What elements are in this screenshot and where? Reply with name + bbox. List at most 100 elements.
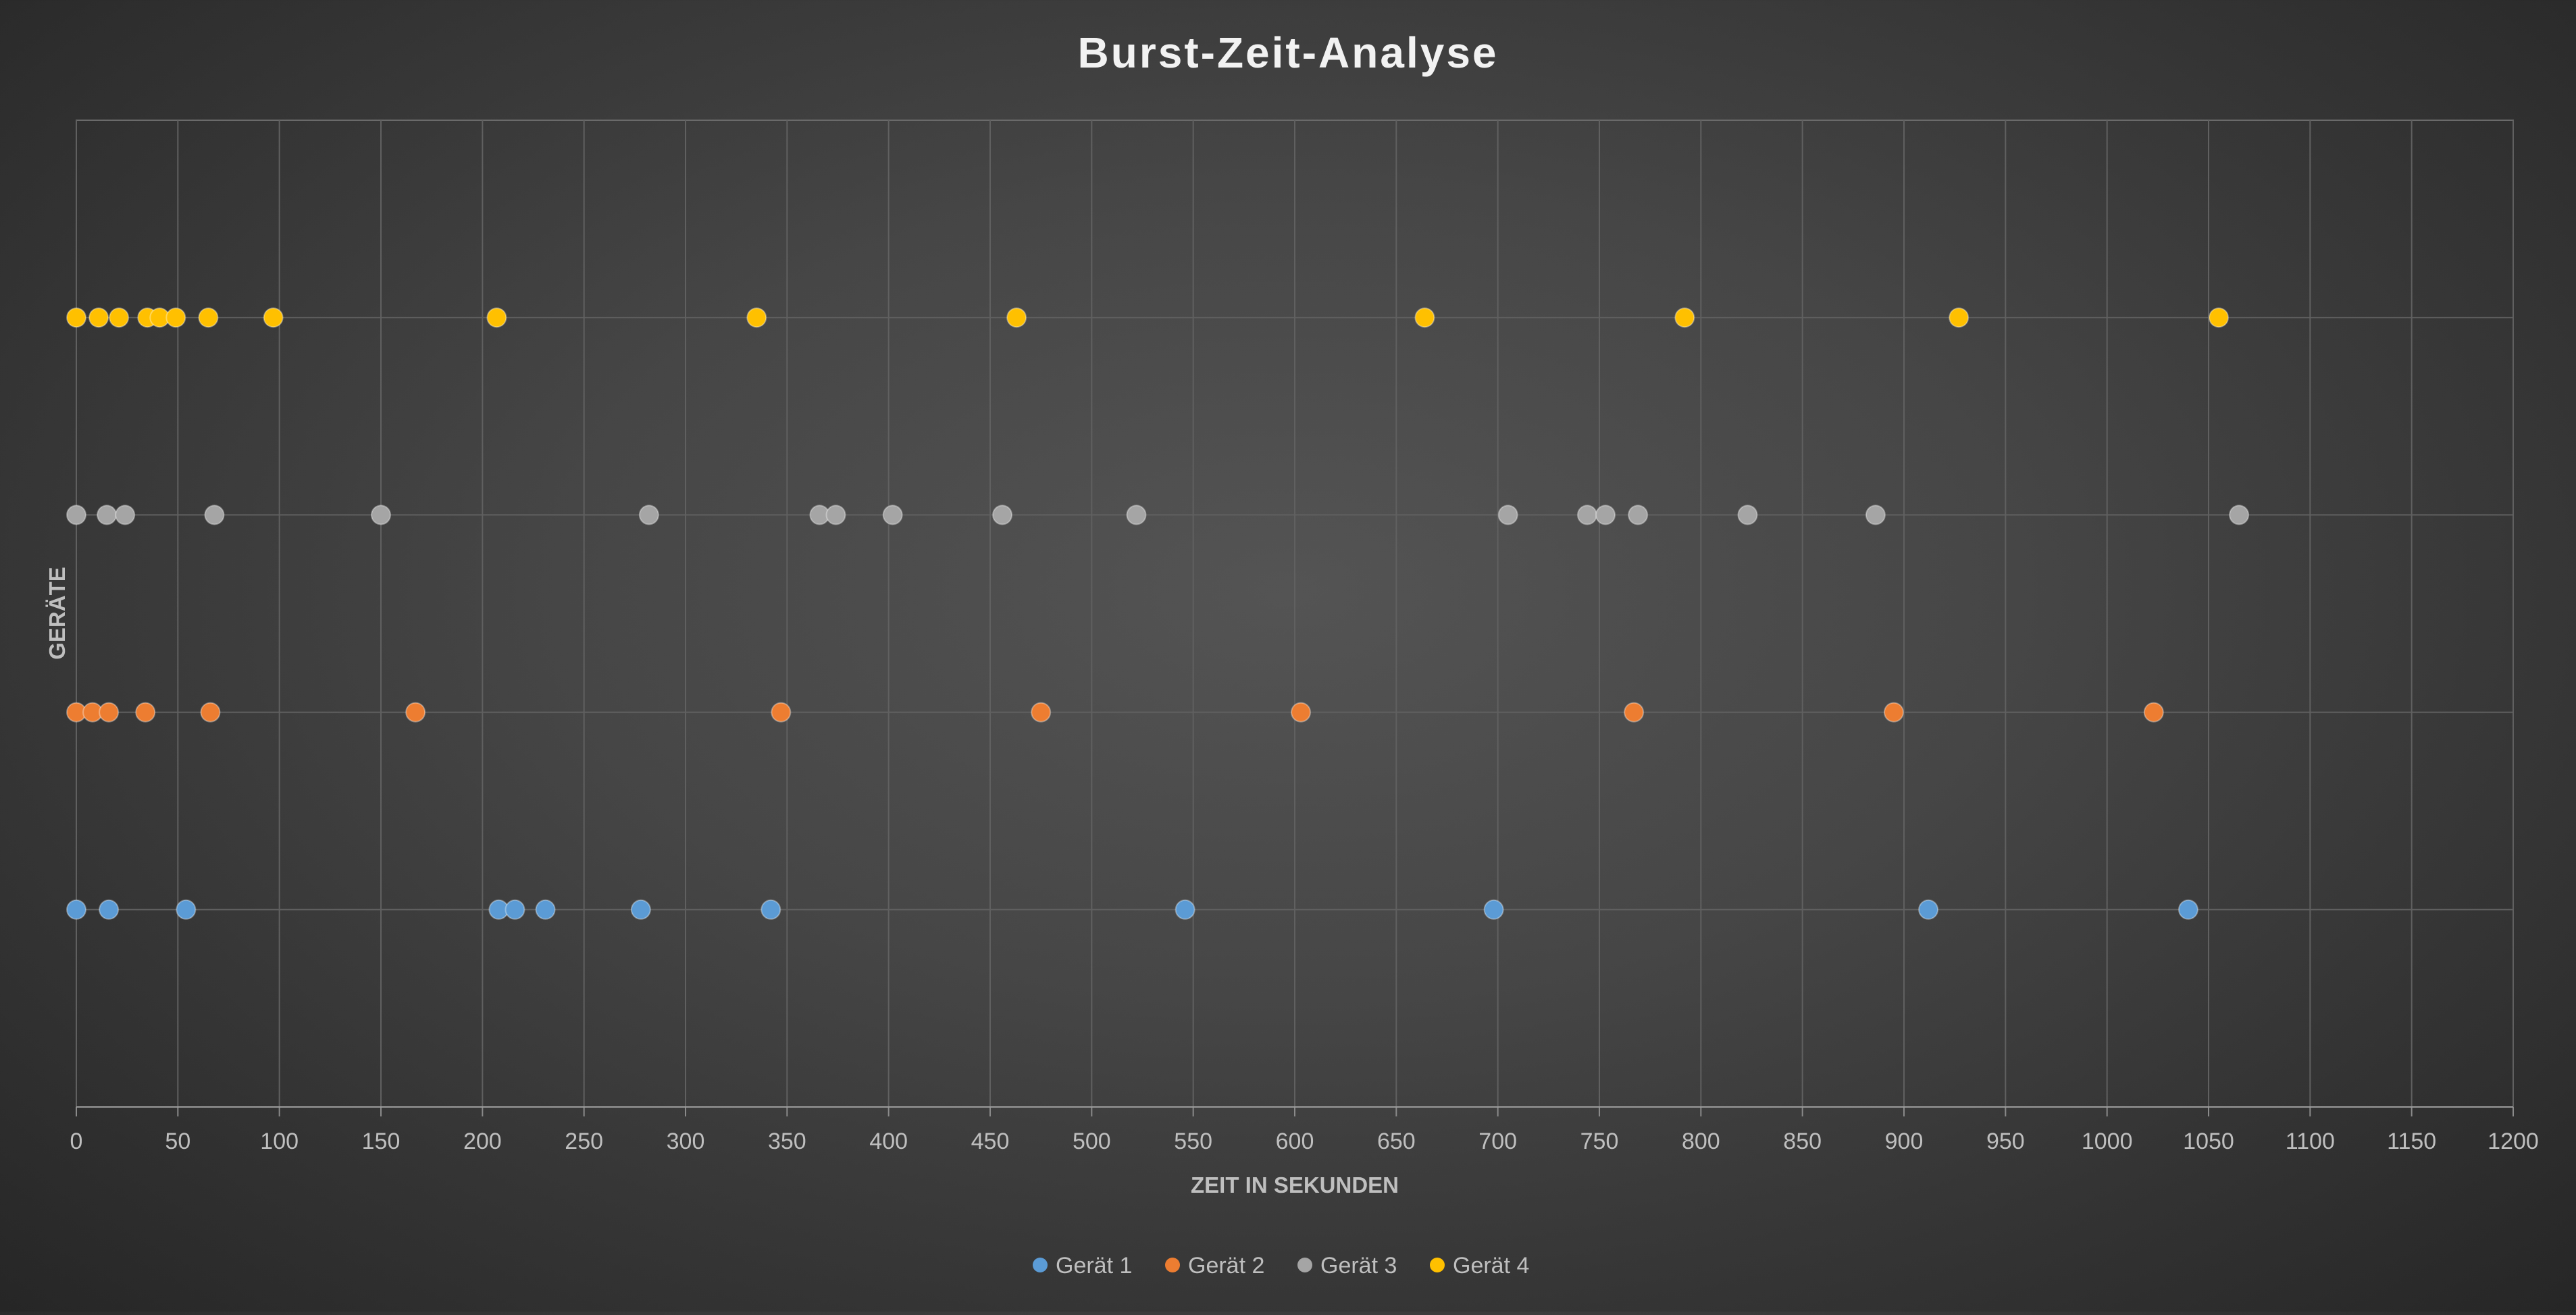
- x-tick-label: 700: [1478, 1129, 1517, 1154]
- x-tick-label: 550: [1174, 1129, 1212, 1154]
- data-point: [825, 505, 846, 525]
- x-tick-label: 300: [667, 1129, 705, 1154]
- x-tick-label: 650: [1377, 1129, 1416, 1154]
- x-tick-label: 200: [463, 1129, 502, 1154]
- data-point: [66, 505, 86, 525]
- x-tick-labels: 0 50 100 150 200 250 300 350 400 450 500 550 600 650 7…: [70, 1129, 2539, 1154]
- data-point: [771, 702, 792, 723]
- x-tick-label: 850: [1783, 1129, 1822, 1154]
- data-point: [1865, 505, 1886, 525]
- data-point: [535, 899, 556, 920]
- data-point: [1737, 505, 1758, 525]
- x-tick-label: 400: [869, 1129, 908, 1154]
- data-points: [66, 307, 2250, 920]
- data-point: [263, 307, 284, 328]
- data-point: [97, 505, 118, 525]
- data-point: [1576, 505, 1597, 525]
- x-tick-label: 950: [1986, 1129, 2025, 1154]
- data-point: [88, 307, 109, 328]
- data-point: [638, 505, 659, 525]
- grid-lines: [76, 120, 2514, 1116]
- series-2: [66, 702, 2164, 723]
- data-point: [99, 702, 120, 723]
- x-tick-label: 800: [1682, 1129, 1720, 1154]
- data-point: [2229, 505, 2250, 525]
- data-point: [204, 505, 225, 525]
- data-point: [1483, 899, 1504, 920]
- data-point: [165, 307, 186, 328]
- legend-label: Gerät 3: [1320, 1253, 1397, 1279]
- data-point: [1175, 899, 1195, 920]
- x-tick-label: 350: [768, 1129, 806, 1154]
- x-tick-label: 1050: [2183, 1129, 2234, 1154]
- series-4: [66, 307, 2230, 328]
- data-point: [371, 505, 391, 525]
- data-point: [761, 899, 781, 920]
- x-tick-label: 50: [165, 1129, 190, 1154]
- data-point: [1414, 307, 1435, 328]
- data-point: [746, 307, 767, 328]
- legend-label: Gerät 4: [1453, 1253, 1529, 1279]
- x-tick-label: 450: [971, 1129, 1010, 1154]
- x-tick-label: 250: [565, 1129, 603, 1154]
- data-point: [1126, 505, 1147, 525]
- data-point: [115, 505, 136, 525]
- x-tick-label: 1100: [2286, 1129, 2335, 1154]
- data-point: [1674, 307, 1695, 328]
- data-point: [1595, 505, 1616, 525]
- data-point: [486, 307, 507, 328]
- legend-item: Gerät 2: [1165, 1253, 1264, 1279]
- data-point: [1918, 899, 1939, 920]
- x-tick-label: 1150: [2387, 1129, 2436, 1154]
- x-tick-label: 100: [260, 1129, 299, 1154]
- x-tick-label: 1000: [2082, 1129, 2133, 1154]
- x-tick-label: 0: [70, 1129, 83, 1154]
- data-point: [198, 307, 219, 328]
- legend-item: Gerät 3: [1297, 1253, 1397, 1279]
- data-point: [505, 899, 525, 920]
- data-point: [2143, 702, 2164, 723]
- x-tick-label: 600: [1276, 1129, 1314, 1154]
- data-point: [1497, 505, 1518, 525]
- data-point: [405, 702, 426, 723]
- y-axis-title: GERÄTE: [45, 567, 70, 660]
- data-point: [66, 899, 86, 920]
- legend-marker: [1165, 1258, 1180, 1272]
- chart-title: Burst-Zeit-Analyse: [1078, 28, 1499, 77]
- data-point: [1006, 307, 1027, 328]
- data-point: [200, 702, 221, 723]
- data-point: [109, 307, 130, 328]
- legend-marker: [1430, 1258, 1445, 1272]
- data-point: [2178, 899, 2198, 920]
- data-point: [176, 899, 197, 920]
- x-tick-label: 900: [1885, 1129, 1924, 1154]
- legend-marker: [1033, 1258, 1048, 1272]
- data-point: [1883, 702, 1904, 723]
- legend-marker: [1297, 1258, 1312, 1272]
- data-point: [66, 307, 86, 328]
- data-point: [135, 702, 156, 723]
- data-point: [882, 505, 903, 525]
- legend-label: Gerät 1: [1056, 1253, 1132, 1279]
- x-tick-label: 500: [1073, 1129, 1111, 1154]
- data-point: [1949, 307, 1969, 328]
- legend-item: Gerät 1: [1033, 1253, 1132, 1279]
- x-axis-title: ZEIT IN SEKUNDEN: [1191, 1172, 1399, 1197]
- data-point: [2209, 307, 2230, 328]
- data-point: [1624, 702, 1645, 723]
- x-tick-label: 750: [1580, 1129, 1619, 1154]
- legend-item: Gerät 4: [1430, 1253, 1529, 1279]
- x-tick-label: 1200: [2488, 1129, 2539, 1154]
- series-1: [66, 899, 2198, 920]
- data-point: [1628, 505, 1649, 525]
- series-3: [66, 505, 2250, 525]
- x-tick-label: 150: [362, 1129, 401, 1154]
- data-point: [630, 899, 651, 920]
- legend: Gerät 1 Gerät 2 Gerät 3 Gerät 4: [1033, 1253, 1529, 1279]
- data-point: [1031, 702, 1052, 723]
- data-point: [99, 899, 120, 920]
- data-point: [992, 505, 1013, 525]
- data-point: [1291, 702, 1312, 723]
